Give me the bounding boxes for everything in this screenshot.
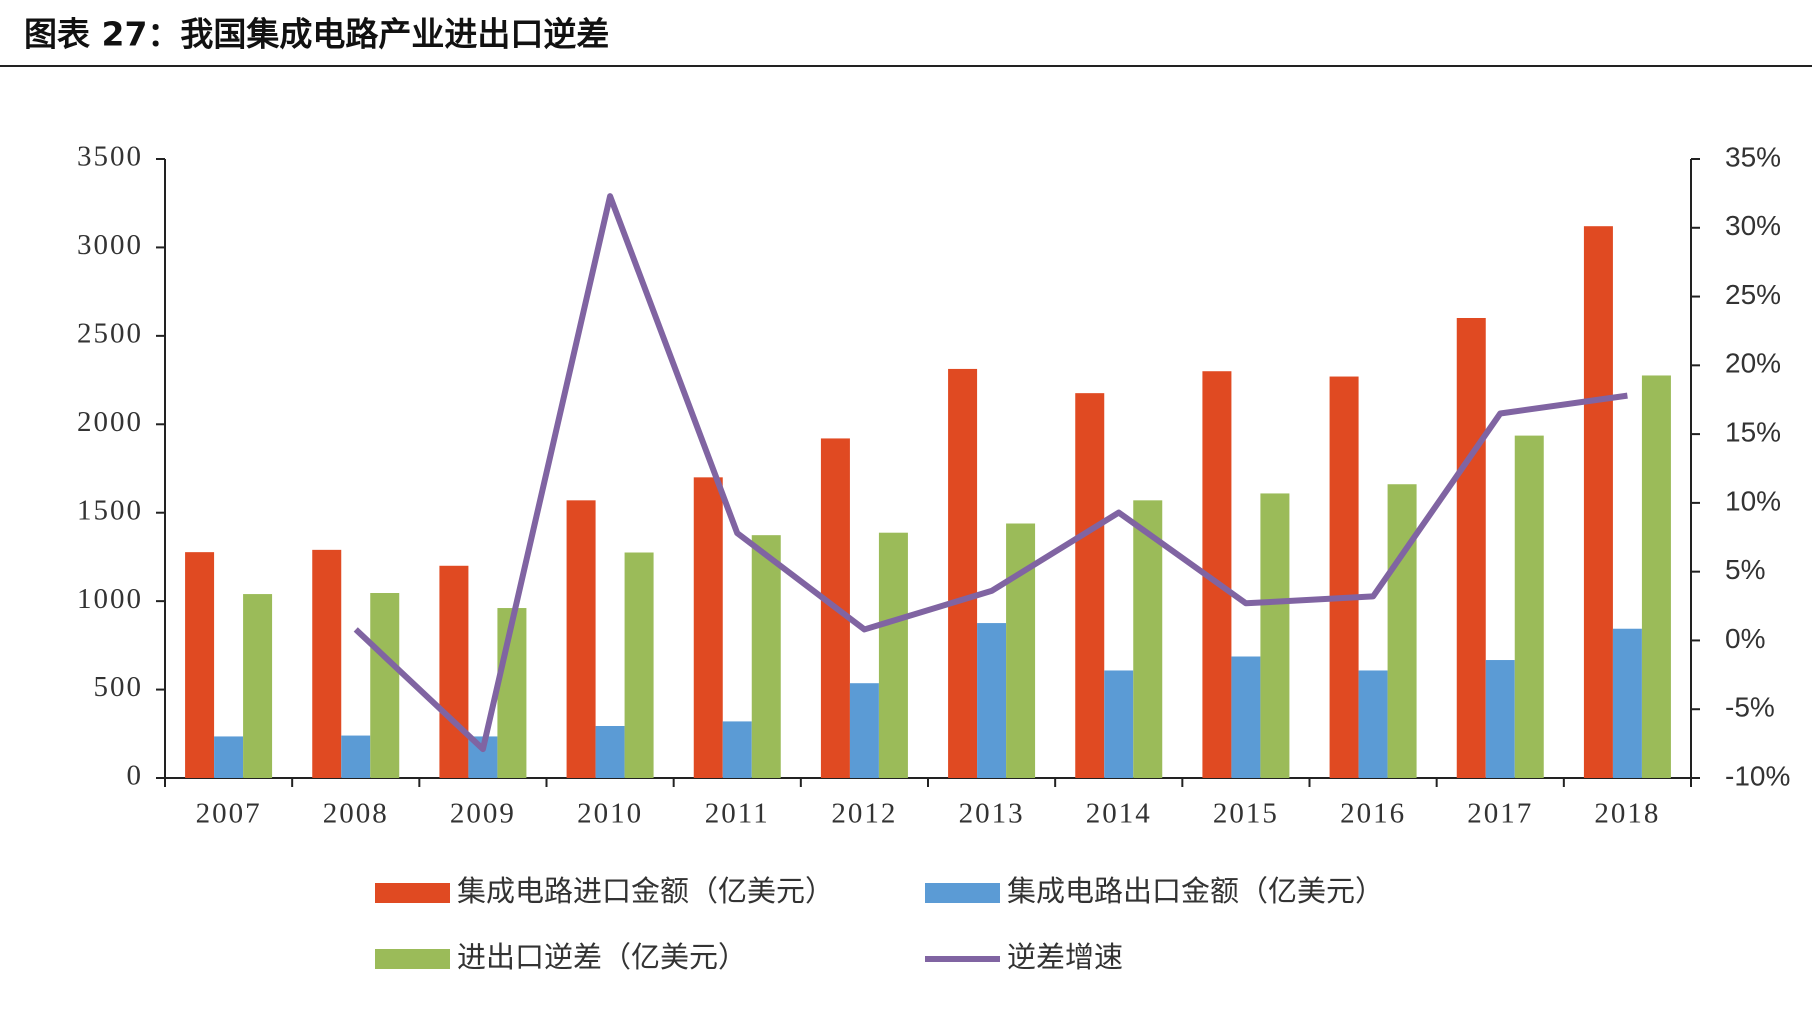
legend-label: 进出口逆差（亿美元） [457,940,747,974]
y2-tick-label: 35% [1725,141,1781,172]
y-tick-label: 1500 [77,494,143,526]
bar [849,683,879,778]
bar [341,735,371,778]
bar [1387,484,1417,778]
y-tick-label: 3500 [77,141,143,173]
legend-swatch [375,949,450,969]
y2-tick-label: 0% [1725,623,1765,654]
bar [214,736,244,778]
x-tick-label: 2014 [1086,798,1152,830]
x-tick-label: 2010 [577,798,643,830]
y2-tick-label: 15% [1725,417,1781,448]
bar [1104,670,1134,778]
bar [1612,628,1642,778]
y-tick-label: 0 [127,760,144,792]
x-tick-label: 2012 [831,798,897,830]
y2-tick-label: -10% [1725,760,1790,791]
line [353,193,1628,753]
y2-tick-label: 25% [1725,279,1781,310]
y2-tick-label: 30% [1725,210,1781,241]
bar [1358,670,1388,778]
legend-swatch [925,883,1000,903]
bar [185,552,215,778]
y-tick-label: 3000 [77,229,143,261]
bar [1514,435,1544,778]
legend-swatch [375,883,450,903]
bar [370,593,400,778]
bar [1329,376,1359,778]
y2-tick-label: 20% [1725,348,1781,379]
x-tick-label: 2015 [1213,798,1279,830]
bar [878,532,908,778]
bar [624,552,654,778]
bar [439,565,469,778]
bar [948,368,978,778]
x-tick-label: 2011 [705,798,770,830]
bar [977,623,1007,778]
y2-tick-label: -5% [1725,692,1775,723]
x-tick-label: 2007 [196,798,262,830]
x-tick-label: 2013 [959,798,1025,830]
legend-label: 集成电路进口金额（亿美元） [457,874,834,908]
y-tick-label: 1000 [77,583,143,615]
bar [1583,226,1613,779]
bar [751,535,781,778]
bar [1075,393,1105,778]
bar [1641,375,1671,778]
x-tick-label: 2018 [1594,798,1660,830]
y2-tick-label: 5% [1725,554,1765,585]
y2-tick-label: 10% [1725,485,1781,516]
bar [1485,660,1515,778]
legend-label: 逆差增速 [1007,940,1123,974]
bar [1260,493,1290,778]
bar [595,726,625,778]
x-tick-label: 2009 [450,798,516,830]
bar [1456,317,1486,778]
bar [722,721,752,778]
bar [1133,500,1163,778]
bar [312,549,342,778]
y-tick-label: 2500 [77,318,143,350]
bar [1231,656,1261,778]
chart-title: 图表 27：我国集成电路产业进出口逆差 [24,15,609,54]
y-tick-label: 500 [94,671,144,703]
bar [693,477,723,778]
bar [1006,523,1036,778]
x-tick-label: 2008 [323,798,389,830]
bar [566,500,596,778]
legend-label: 集成电路出口金额（亿美元） [1007,874,1384,908]
x-tick-label: 2016 [1340,798,1406,830]
bar [243,594,273,778]
x-tick-label: 2017 [1467,798,1533,830]
y-tick-label: 2000 [77,406,143,438]
